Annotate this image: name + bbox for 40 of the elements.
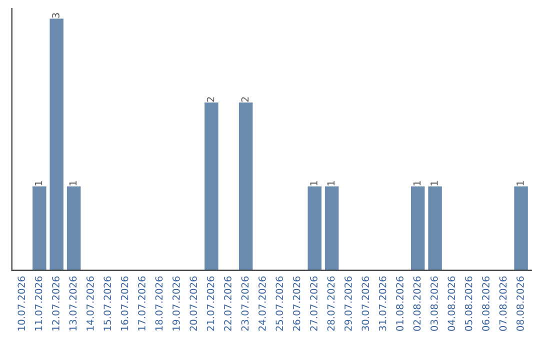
x-tick-label: 18.07.2026 [155,276,163,330]
x-tick-label: 08.08.2026 [516,276,524,331]
x-tick-label: 02.08.2026 [413,276,421,331]
x-tick-label: 26.07.2026 [292,276,300,331]
data-label: 1 [516,181,524,186]
data-label: 1 [310,181,318,186]
x-tick-label: 30.07.2026 [362,276,370,331]
x-tick-label: 28.07.2026 [327,276,335,331]
x-tick-label: 04.08.2026 [448,276,456,331]
x-tick-label: 31.07.2026 [378,276,386,331]
x-tick-label: 21.07.2026 [206,276,214,331]
x-tick-label: 15.07.2026 [104,276,112,330]
x-tick-label: 16.07.2026 [120,276,128,330]
data-label: 1 [413,181,421,186]
x-tick-label: 05.08.2026 [464,276,472,331]
x-tick-label: 25.07.2026 [276,276,284,331]
x-tick-label: 17.07.2026 [138,276,146,330]
x-tick-label: 24.07.2026 [258,276,266,331]
x-tick-label: 29.07.2026 [344,276,352,331]
x-tick-label: 19.07.2026 [172,276,180,330]
data-label: 2 [206,97,214,102]
x-tick-label: 06.08.2026 [482,276,490,331]
x-tick-label: 01.08.2026 [396,276,404,331]
x-tick-label: 22.07.2026 [224,276,232,331]
x-tick-label: 07.08.2026 [499,276,507,331]
x-tick-label: 12.07.2026 [52,276,60,330]
x-tick-label: 03.08.2026 [430,276,438,331]
x-tick-label: 20.07.2026 [190,276,198,331]
data-label: 1 [34,181,42,186]
data-label: 1 [327,181,335,186]
x-tick-label: 10.07.2026 [18,276,26,330]
x-tick-label: 13.07.2026 [69,276,77,330]
x-tick-label: 27.07.2026 [310,276,318,331]
x-tick-label: 23.07.2026 [241,276,249,331]
x-tick-label: 11.07.2026 [34,276,42,330]
data-label: 1 [69,181,76,186]
x-tick-label: 14.07.2026 [86,276,94,330]
data-label: 3 [52,13,60,18]
data-label: 1 [430,181,438,186]
data-label: 2 [241,97,248,102]
